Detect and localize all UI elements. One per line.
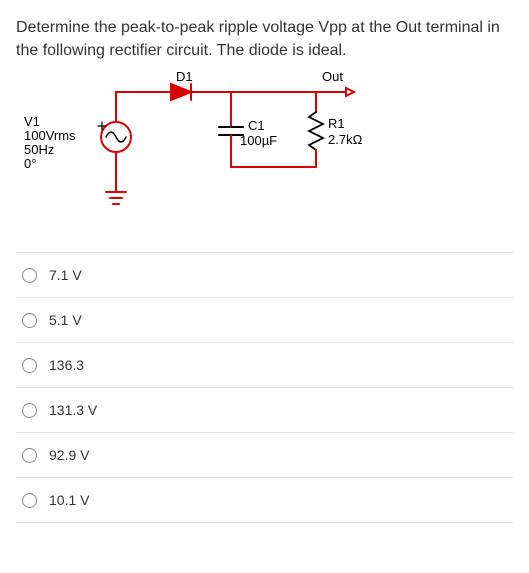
option-3[interactable]: 131.3 V: [16, 387, 513, 432]
option-5[interactable]: 10.1 V: [16, 477, 513, 523]
radio-icon: [22, 403, 37, 418]
radio-icon: [22, 493, 37, 508]
question-text: Determine the peak-to-peak ripple voltag…: [16, 16, 513, 62]
option-4[interactable]: 92.9 V: [16, 432, 513, 477]
option-label: 131.3 V: [49, 402, 97, 418]
label-c1-val: 100µF: [240, 133, 277, 149]
label-c1-name: C1: [248, 118, 265, 134]
radio-icon: [22, 358, 37, 373]
option-label: 10.1 V: [49, 492, 89, 508]
label-r1-name: R1: [328, 116, 345, 132]
label-v1-phase: 0°: [24, 156, 36, 172]
option-2[interactable]: 136.3: [16, 342, 513, 387]
label-out: Out: [322, 69, 343, 85]
radio-icon: [22, 313, 37, 328]
option-label: 92.9 V: [49, 447, 89, 463]
option-0[interactable]: 7.1 V: [16, 252, 513, 297]
options-list: 7.1 V 5.1 V 136.3 131.3 V 92.9 V 10.1 V: [16, 252, 513, 523]
option-label: 7.1 V: [49, 267, 82, 283]
label-r1-val: 2.7kΩ: [328, 132, 362, 148]
option-label: 5.1 V: [49, 312, 82, 328]
circuit-diagram: D1 Out V1 100Vrms 50Hz 0° C1 100µF R1 2.…: [16, 72, 376, 222]
radio-icon: [22, 448, 37, 463]
option-1[interactable]: 5.1 V: [16, 297, 513, 342]
radio-icon: [22, 268, 37, 283]
option-label: 136.3: [49, 357, 84, 373]
label-d1: D1: [176, 69, 193, 85]
